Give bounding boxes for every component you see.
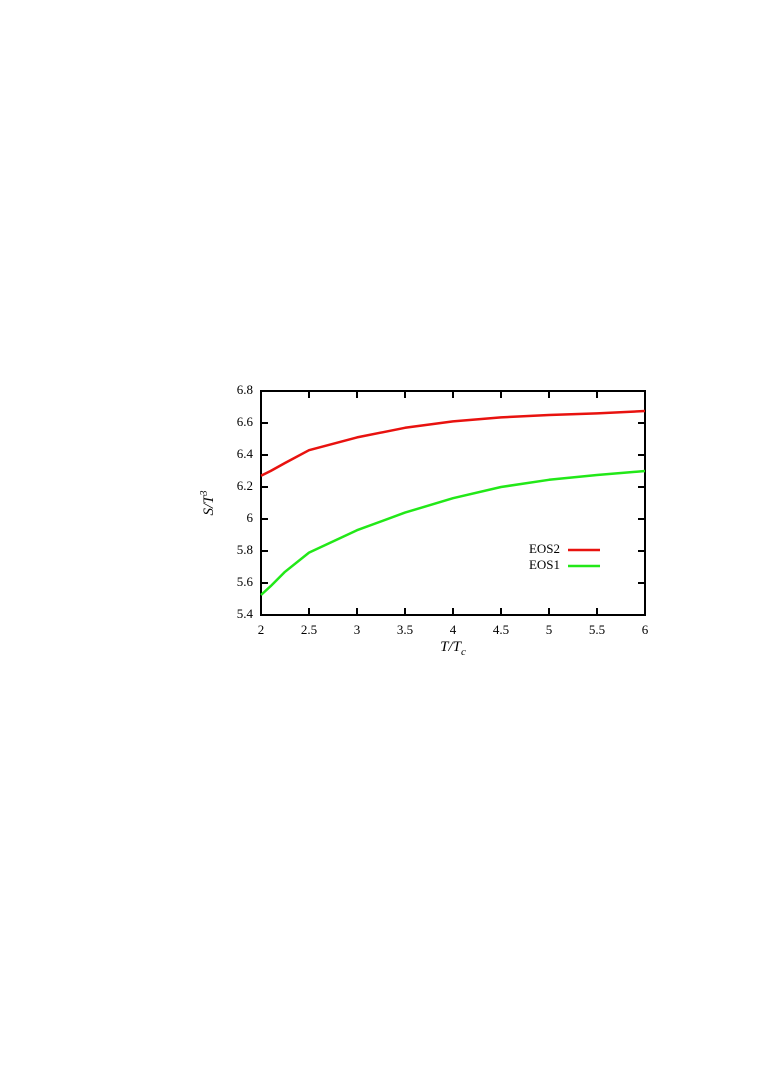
- y-tick-label: 6.4: [237, 446, 254, 461]
- legend-label: EOS1: [529, 557, 560, 572]
- x-tick-label: 3.5: [397, 622, 413, 637]
- y-axis-label: S/T3: [199, 490, 217, 515]
- plot-frame: [260, 390, 646, 616]
- x-tick-label: 6: [642, 622, 649, 637]
- y-label-main: S/T: [201, 494, 217, 516]
- y-tick-label: 5.8: [237, 542, 253, 557]
- x-tick-label: 5.5: [589, 622, 605, 637]
- y-tick-label: 5.6: [237, 574, 254, 589]
- legend-label: EOS2: [529, 541, 560, 556]
- y-tick-label: 5.4: [237, 606, 254, 621]
- y-tick-label: 6: [247, 510, 254, 525]
- x-label-sub: c: [461, 646, 466, 658]
- x-axis-label: T/Tc: [440, 639, 466, 657]
- x-tick-label: 2: [258, 622, 265, 637]
- y-label-sup: 3: [199, 490, 210, 496]
- y-tick-label: 6.6: [237, 414, 254, 429]
- x-tick-label: 2.5: [301, 622, 317, 637]
- y-tick-label: 6.2: [237, 478, 253, 493]
- x-tick-label: 4.5: [493, 622, 509, 637]
- x-tick-label: 3: [354, 622, 361, 637]
- x-label-main: T/T: [440, 639, 463, 655]
- y-tick-label: 6.8: [237, 382, 253, 397]
- x-tick-label: 4: [450, 622, 457, 637]
- series-line: [260, 409, 646, 477]
- series-line: [260, 469, 646, 596]
- x-tick-label: 5: [546, 622, 553, 637]
